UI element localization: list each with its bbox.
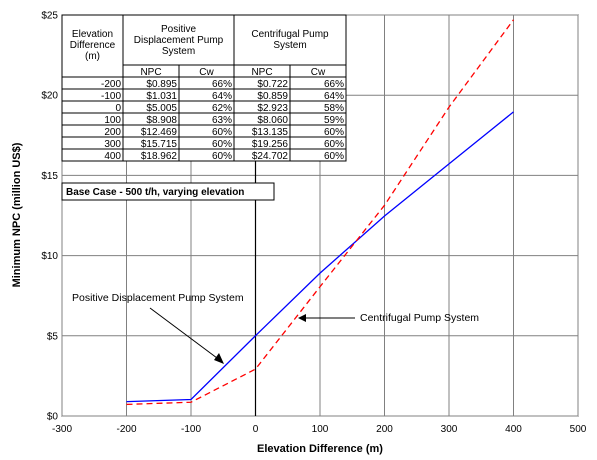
- table-cell: 200: [104, 127, 121, 138]
- y-tick-label: $25: [41, 11, 58, 22]
- table-subheader: NPC: [251, 67, 272, 78]
- table-cell: 0: [115, 103, 121, 114]
- x-tick-label: 500: [570, 424, 587, 435]
- table-cell: 64%: [324, 91, 344, 102]
- table-cell: 400: [104, 151, 121, 162]
- table-header-elevation: Difference: [70, 40, 116, 51]
- pd-arrowhead: [214, 353, 224, 364]
- table-cell: $8.060: [257, 115, 288, 126]
- table-subheader: Cw: [311, 67, 326, 78]
- y-tick-label: $20: [41, 91, 58, 102]
- base-case-box: [61, 182, 275, 201]
- x-tick-label: 400: [505, 424, 522, 435]
- table-cell: 60%: [212, 151, 232, 162]
- table-cell: 60%: [212, 139, 232, 150]
- x-tick-label: 300: [441, 424, 458, 435]
- y-tick-label: $10: [41, 251, 58, 262]
- pd-annotation-arrow: [149, 307, 222, 362]
- table-cell: $18.962: [141, 151, 178, 162]
- y-axis-title: Minimum NPC (million US$): [11, 142, 23, 287]
- table-header-elevation: (m): [85, 51, 100, 62]
- table-cell: 59%: [324, 115, 344, 126]
- table-cell: $8.908: [146, 115, 177, 126]
- table-cell: -100: [101, 91, 121, 102]
- table-cell: 63%: [212, 115, 232, 126]
- x-tick-label: -300: [52, 424, 72, 435]
- series-line-centrifugal: [126, 19, 515, 406]
- table-cell: $24.702: [252, 151, 289, 162]
- x-tick-label: -100: [181, 424, 201, 435]
- table-subheader: Cw: [199, 67, 214, 78]
- table-cell: 300: [104, 139, 121, 150]
- table-header-positive-displacement: Displacement Pump: [134, 35, 224, 46]
- table-header-positive-displacement: Positive: [161, 24, 196, 35]
- series-line-positive-displacement: [126, 111, 514, 403]
- x-tick-label: 200: [376, 424, 393, 435]
- base-case-label: Base Case - 500 t/h, varying elevation: [66, 187, 244, 198]
- x-tick-labels: -300 -200 -100 0 100 200 300 400 500: [52, 424, 587, 435]
- table-cell: 62%: [212, 103, 232, 114]
- table-cell: $13.135: [252, 127, 289, 138]
- table-cell: -200: [101, 79, 121, 90]
- table-header-centrifugal: Centrifugal Pump: [251, 29, 329, 40]
- table-cell: $15.715: [141, 139, 178, 150]
- x-tick-label: 100: [312, 424, 329, 435]
- table-cell: 66%: [324, 79, 344, 90]
- table-header-centrifugal: System: [273, 40, 306, 51]
- x-tick-label: -200: [116, 424, 136, 435]
- y-tick-label: $0: [47, 412, 59, 423]
- x-tick-label: 0: [253, 424, 259, 435]
- table-cell: 60%: [324, 151, 344, 162]
- table-cell: 64%: [212, 91, 232, 102]
- y-tick-label: $5: [47, 331, 59, 342]
- table-cell: $0.859: [257, 91, 288, 102]
- table-header-elevation: Elevation: [72, 29, 113, 40]
- table-subheader: NPC: [140, 67, 161, 78]
- x-axis-title: Elevation Difference (m): [257, 443, 383, 455]
- table-cell: $12.469: [141, 127, 178, 138]
- table-header-positive-displacement: System: [162, 46, 195, 57]
- table-cell: $1.031: [146, 91, 177, 102]
- table-cell: 60%: [212, 127, 232, 138]
- y-tick-label: $15: [41, 171, 58, 182]
- pd-annotation-label: Positive Displacement Pump System: [72, 292, 244, 304]
- table-cell: $19.256: [252, 139, 289, 150]
- table-cell: $2.923: [257, 103, 288, 114]
- cf-arrowhead: [298, 314, 306, 322]
- table-cell: 60%: [324, 127, 344, 138]
- series-lines: [126, 19, 515, 406]
- table-cell: 60%: [324, 139, 344, 150]
- cf-annotation-label: Centrifugal Pump System: [360, 312, 479, 324]
- table-cell: $0.895: [146, 79, 177, 90]
- table-cell: 66%: [212, 79, 232, 90]
- table-cell: 58%: [324, 103, 344, 114]
- y-tick-labels: $0 $5 $10 $15 $20 $25: [41, 11, 58, 423]
- table-cell: $5.005: [146, 103, 177, 114]
- table-cell: $0.722: [257, 79, 288, 90]
- table-cell: 100: [104, 115, 121, 126]
